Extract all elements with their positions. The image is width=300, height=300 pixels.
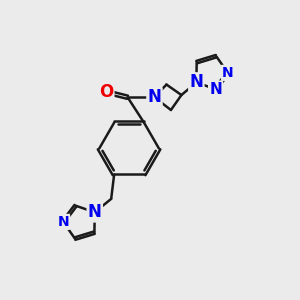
Text: O: O — [99, 83, 113, 101]
Text: N: N — [148, 88, 161, 106]
Text: N: N — [222, 66, 234, 80]
Text: N: N — [209, 82, 222, 97]
Text: N: N — [189, 74, 203, 92]
Text: N: N — [88, 203, 102, 221]
Text: N: N — [57, 215, 69, 229]
